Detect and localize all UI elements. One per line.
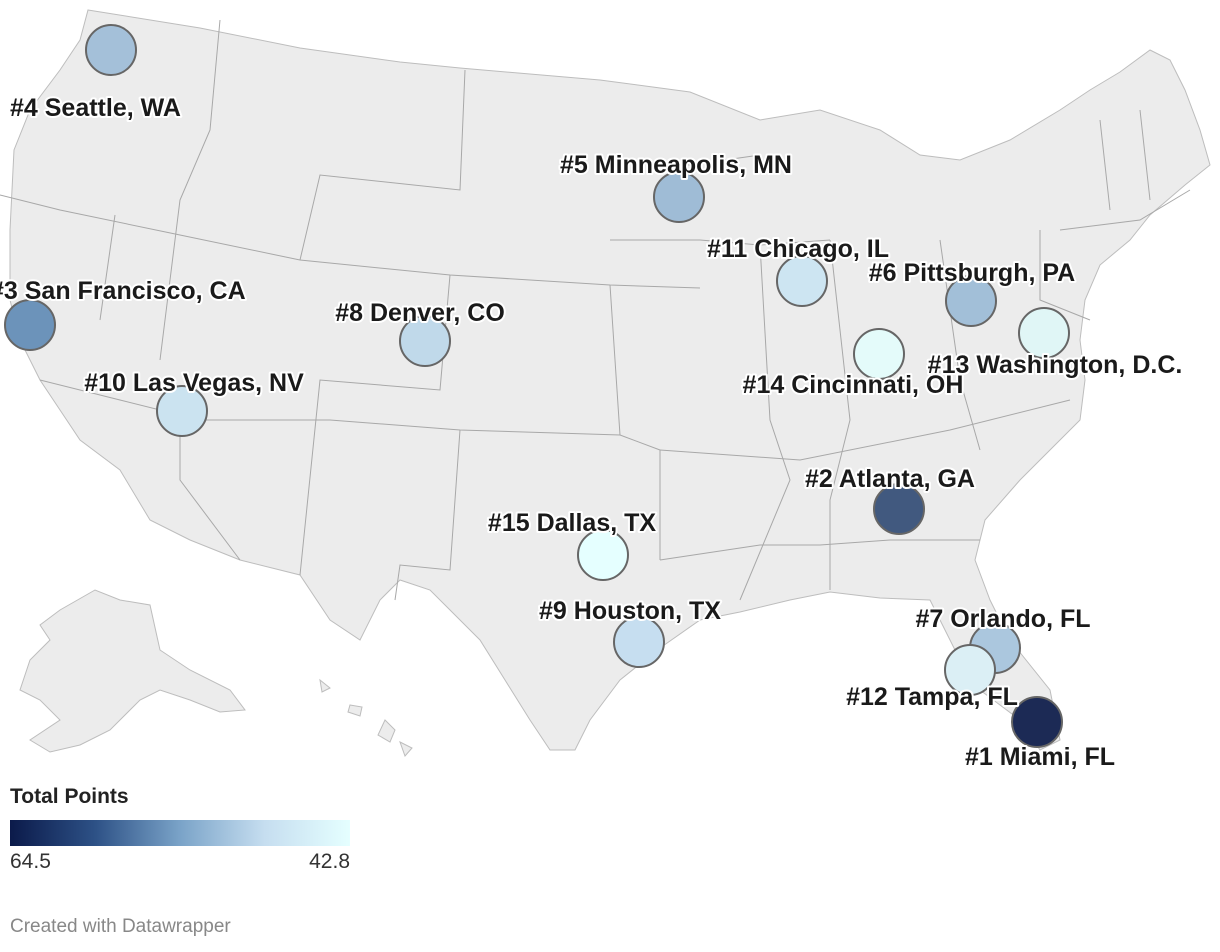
city-markers bbox=[4, 24, 1070, 748]
city-label: #14 Cincinnati, OH bbox=[743, 371, 964, 399]
city-marker[interactable] bbox=[399, 315, 451, 367]
city-marker[interactable] bbox=[853, 328, 905, 380]
city-label: #5 Minneapolis, MN bbox=[560, 151, 792, 179]
city-label: #10 Las Vegas, NV bbox=[84, 369, 304, 397]
city-marker[interactable] bbox=[4, 299, 56, 351]
credit-text: Created with Datawrapper bbox=[10, 916, 231, 937]
city-marker[interactable] bbox=[1011, 696, 1063, 748]
legend-title: Total Points bbox=[10, 785, 129, 808]
city-label: #4 Seattle, WA bbox=[10, 94, 181, 122]
legend-gradient-bar bbox=[10, 820, 350, 846]
us-map: #1 Miami, FL #2 Atlanta, GA #3 San Francis… bbox=[0, 9, 1211, 773]
city-marker[interactable] bbox=[945, 275, 997, 327]
city-marker[interactable] bbox=[1018, 307, 1070, 359]
city-label: #15 Dallas, TX bbox=[488, 509, 656, 537]
city-label: #11 Chicago, IL bbox=[707, 235, 889, 263]
legend-min-label: 64.5 bbox=[10, 850, 51, 873]
hawaii-land bbox=[319, 678, 413, 757]
legend-max-label: 42.8 bbox=[309, 850, 350, 873]
city-marker[interactable] bbox=[156, 385, 208, 437]
city-marker[interactable] bbox=[873, 483, 925, 535]
city-label: #7 Orlando, FL bbox=[915, 605, 1090, 633]
us-land bbox=[9, 9, 1211, 751]
city-marker[interactable] bbox=[613, 616, 665, 668]
city-marker[interactable] bbox=[653, 171, 705, 223]
city-label: #3 San Francisco, CA bbox=[0, 277, 246, 305]
city-marker[interactable] bbox=[944, 644, 996, 696]
city-label: #12 Tampa, FL bbox=[846, 683, 1018, 711]
alaska-land bbox=[19, 589, 246, 753]
city-label: #1 Miami, FL bbox=[965, 743, 1115, 771]
city-marker[interactable] bbox=[577, 529, 629, 581]
state-borders bbox=[0, 19, 1191, 601]
city-labels: #1 Miami, FL #2 Atlanta, GA #3 San Francis… bbox=[0, 92, 1184, 773]
city-label: #8 Denver, CO bbox=[335, 299, 505, 327]
city-marker[interactable] bbox=[776, 255, 828, 307]
city-label: #6 Pittsburgh, PA bbox=[869, 259, 1076, 287]
city-label: #2 Atlanta, GA bbox=[805, 465, 975, 493]
city-label: #13 Washington, D.C. bbox=[928, 351, 1183, 379]
city-label: #9 Houston, TX bbox=[539, 597, 721, 625]
city-marker[interactable] bbox=[85, 24, 137, 76]
